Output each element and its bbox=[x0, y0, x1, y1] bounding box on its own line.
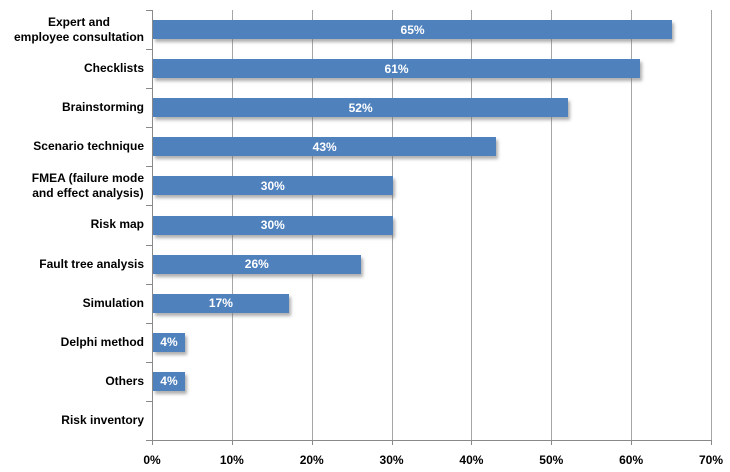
category-label-text: Brainstorming bbox=[62, 100, 144, 115]
bar-value-label: 26% bbox=[244, 257, 269, 272]
category-label-line: and effect analysis) bbox=[32, 185, 144, 200]
bar-value-label: 65% bbox=[400, 22, 425, 37]
category-label-line: Brainstorming bbox=[61, 100, 144, 115]
category-label-9: Delphi method bbox=[0, 323, 144, 362]
category-label-text: Expert and employee consultation bbox=[14, 15, 144, 45]
category-label-text: Simulation bbox=[83, 296, 144, 311]
x-axis-label-0%: 0% bbox=[143, 453, 161, 467]
x-axis-tick bbox=[231, 440, 233, 445]
x-axis-tick bbox=[471, 440, 473, 445]
gridline-70% bbox=[711, 10, 712, 440]
y-axis-tick bbox=[146, 400, 152, 402]
bar-value-label: 30% bbox=[260, 178, 285, 193]
bar-10: 4% bbox=[153, 371, 185, 391]
category-label-line: Expert and bbox=[47, 14, 110, 29]
x-axis-tick bbox=[551, 440, 553, 445]
gridline-40% bbox=[471, 10, 473, 440]
bar-3: 52% bbox=[153, 98, 569, 118]
x-axis-label-10%: 10% bbox=[219, 453, 244, 467]
bar-2: 61% bbox=[153, 59, 641, 79]
category-label-2: Checklists bbox=[0, 49, 144, 88]
bar-8: 17% bbox=[153, 293, 289, 313]
bar-5: 30% bbox=[153, 176, 393, 196]
category-label-text: Fault tree analysis bbox=[39, 257, 144, 272]
category-label-line: Delphi method bbox=[60, 334, 144, 349]
x-axis-tick bbox=[152, 440, 153, 445]
x-axis-line bbox=[146, 440, 712, 441]
category-label-6: Risk map bbox=[0, 205, 144, 244]
bar-value-label: 30% bbox=[260, 218, 285, 232]
gridline-60% bbox=[631, 10, 633, 440]
x-axis-tick bbox=[711, 440, 712, 445]
category-label-text: Delphi method bbox=[61, 335, 144, 350]
bar-value-label: 61% bbox=[384, 61, 409, 76]
bar-value-label: 52% bbox=[348, 100, 373, 115]
bar-value-label: 43% bbox=[312, 139, 337, 154]
category-label-10: Others bbox=[0, 362, 144, 401]
y-axis-tick bbox=[146, 244, 152, 246]
x-axis-label-30%: 30% bbox=[379, 453, 404, 467]
y-axis-tick bbox=[146, 127, 152, 129]
gridline-50% bbox=[551, 10, 553, 440]
bar-9: 4% bbox=[153, 332, 185, 352]
category-label-line: Risk inventory bbox=[61, 412, 144, 427]
bar-value-label: 4% bbox=[160, 374, 178, 389]
category-label-7: Fault tree analysis bbox=[0, 245, 144, 284]
category-label-text: Checklists bbox=[84, 61, 144, 76]
x-axis-tick bbox=[631, 440, 633, 445]
y-axis-line bbox=[152, 10, 153, 441]
category-label-11: Risk inventory bbox=[0, 401, 144, 440]
y-axis-tick bbox=[146, 361, 152, 363]
bar-1: 65% bbox=[153, 20, 673, 40]
category-label-text: Scenario technique bbox=[33, 139, 144, 154]
category-label-1: Expert and employee consultation bbox=[0, 10, 144, 49]
x-axis-label-40%: 40% bbox=[459, 453, 484, 467]
bar-7: 26% bbox=[153, 254, 361, 274]
category-label-text: FMEA (failure mode and effect analysis) bbox=[32, 171, 144, 201]
category-label-line: Risk map bbox=[90, 217, 144, 232]
category-label-line: Simulation bbox=[82, 295, 144, 310]
category-label-line: Fault tree analysis bbox=[39, 256, 144, 271]
category-label-8: Simulation bbox=[0, 284, 144, 323]
y-axis-tick bbox=[146, 88, 152, 90]
x-axis-tick bbox=[311, 440, 313, 445]
bar-value-label: 4% bbox=[160, 335, 178, 350]
y-axis-tick bbox=[146, 49, 152, 51]
bar-6: 30% bbox=[153, 215, 393, 235]
category-label-line: FMEA (failure mode bbox=[31, 170, 144, 185]
bar-value-label: 17% bbox=[208, 296, 233, 311]
category-label-text: Others bbox=[105, 374, 144, 389]
x-axis-tick bbox=[391, 440, 393, 445]
category-label-line: Scenario technique bbox=[33, 139, 144, 154]
category-label-line: Checklists bbox=[83, 61, 144, 76]
category-label-4: Scenario technique bbox=[0, 127, 144, 166]
y-axis-tick bbox=[146, 205, 152, 207]
y-axis-tick bbox=[146, 166, 152, 168]
x-axis-label-60%: 60% bbox=[619, 453, 644, 467]
category-label-5: FMEA (failure mode and effect analysis) bbox=[0, 166, 144, 205]
category-label-text: Risk inventory bbox=[61, 413, 144, 428]
y-axis-tick bbox=[146, 10, 152, 11]
y-axis-tick bbox=[146, 440, 152, 441]
x-axis-label-70%: 70% bbox=[698, 453, 724, 467]
category-label-line: employee consultation bbox=[13, 29, 144, 44]
y-axis-tick bbox=[146, 283, 152, 285]
plot-area: 65% 61% 52% 43% 30% 30% 26% 17% 4% 4% bbox=[152, 10, 712, 440]
category-label-3: Brainstorming bbox=[0, 88, 144, 127]
y-axis-tick bbox=[146, 322, 152, 324]
x-axis-label-50%: 50% bbox=[539, 453, 564, 467]
category-label-line: Others bbox=[105, 373, 144, 388]
x-axis-label-20%: 20% bbox=[299, 453, 324, 467]
category-label-text: Risk map bbox=[91, 217, 144, 232]
bar-4: 43% bbox=[153, 137, 497, 157]
